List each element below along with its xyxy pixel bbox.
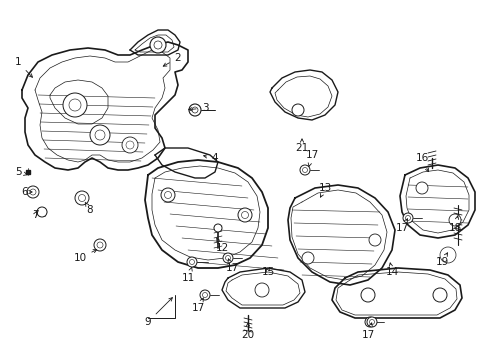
Text: 13: 13: [318, 183, 331, 197]
Text: 8: 8: [85, 202, 93, 215]
Text: 19: 19: [434, 253, 447, 267]
Text: 6: 6: [21, 187, 32, 197]
Circle shape: [75, 191, 89, 205]
Circle shape: [223, 253, 232, 263]
Circle shape: [254, 283, 268, 297]
Circle shape: [360, 288, 374, 302]
Circle shape: [238, 208, 251, 222]
Text: 3: 3: [188, 103, 208, 113]
Circle shape: [415, 182, 427, 194]
Circle shape: [27, 186, 39, 198]
Circle shape: [150, 37, 165, 53]
Text: 17: 17: [395, 219, 408, 233]
Circle shape: [90, 125, 110, 145]
Circle shape: [302, 252, 313, 264]
Circle shape: [439, 247, 455, 263]
Text: 17: 17: [305, 150, 318, 166]
Circle shape: [364, 317, 374, 327]
Circle shape: [366, 317, 376, 327]
Circle shape: [448, 214, 460, 226]
Circle shape: [189, 104, 201, 116]
Text: 17: 17: [225, 259, 238, 273]
Circle shape: [161, 188, 175, 202]
Text: 17: 17: [361, 323, 374, 340]
Text: 12: 12: [215, 238, 228, 253]
Circle shape: [122, 137, 138, 153]
Text: 1: 1: [15, 57, 32, 77]
Circle shape: [291, 104, 304, 116]
Circle shape: [37, 207, 47, 217]
Circle shape: [94, 239, 106, 251]
Text: 18: 18: [447, 216, 461, 233]
Circle shape: [432, 288, 446, 302]
Text: 15: 15: [261, 267, 274, 277]
Text: 5: 5: [15, 167, 27, 177]
Text: 21: 21: [295, 139, 308, 153]
Text: 14: 14: [385, 263, 398, 277]
Circle shape: [63, 93, 87, 117]
Circle shape: [186, 257, 197, 267]
Text: 4: 4: [203, 153, 218, 163]
Text: 16: 16: [414, 153, 428, 172]
Circle shape: [402, 213, 412, 223]
Circle shape: [442, 250, 452, 260]
Circle shape: [368, 234, 380, 246]
Circle shape: [200, 290, 209, 300]
Text: 17: 17: [191, 298, 204, 313]
Text: 11: 11: [181, 267, 194, 283]
Text: 10: 10: [73, 250, 97, 263]
Text: 7: 7: [32, 210, 38, 220]
Text: 2: 2: [163, 53, 181, 66]
Text: 9: 9: [144, 298, 172, 327]
Circle shape: [299, 165, 309, 175]
Circle shape: [214, 224, 222, 232]
Text: 20: 20: [241, 323, 254, 340]
